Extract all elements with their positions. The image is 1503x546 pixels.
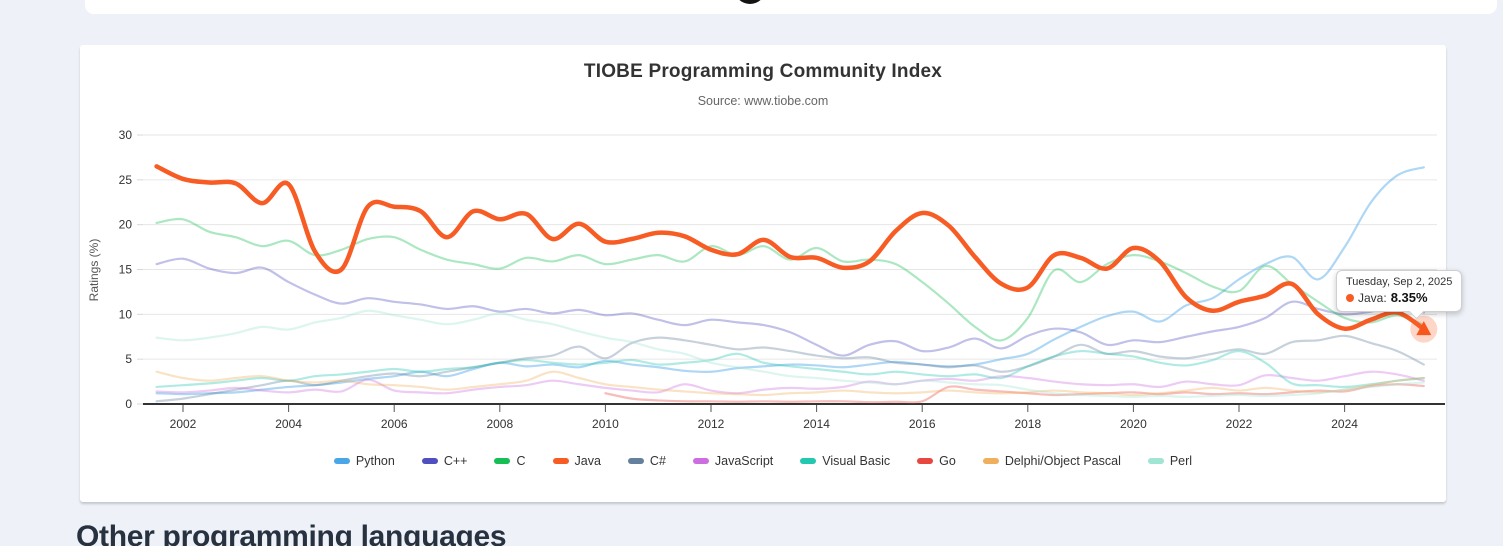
x-axis-tick-label: 2014 xyxy=(803,417,830,431)
chart-title: TIOBE Programming Community Index xyxy=(583,61,943,82)
legend-item-go[interactable]: Go xyxy=(917,454,956,468)
y-axis-tick-label: 0 xyxy=(125,397,132,411)
y-axis-tick-label: 10 xyxy=(119,307,133,321)
series-line-c[interactable] xyxy=(155,217,1425,342)
legend-item-delphi-object-pascal[interactable]: Delphi/Object Pascal xyxy=(982,454,1121,468)
y-axis-tick-label: 20 xyxy=(119,218,133,232)
legend-swatch-icon xyxy=(333,458,350,464)
tooltip-date: Tuesday, Sep 2, 2025 xyxy=(1346,276,1453,288)
legend-label: C++ xyxy=(443,454,468,468)
x-axis-tick-label: 2008 xyxy=(486,417,513,431)
y-axis-tick-label: 15 xyxy=(119,263,133,277)
legend-label: C xyxy=(516,454,526,468)
legend-swatch-icon xyxy=(982,458,999,464)
java-point-marker[interactable] xyxy=(1416,321,1432,336)
x-axis-tick-label: 2002 xyxy=(170,417,197,431)
x-axis-tick-label: 2010 xyxy=(592,417,619,431)
top-partial-card xyxy=(85,0,1497,14)
y-axis-tick-label: 25 xyxy=(119,173,133,187)
chart-card: 0 5 10 15 20 25 30 2002 2004 2006 2008 2010 2012 2014… xyxy=(80,45,1463,502)
x-axis-tick-label: 2024 xyxy=(1331,417,1358,431)
x-axis-tick-label: 2006 xyxy=(381,417,408,431)
legend-swatch-icon xyxy=(800,458,817,464)
legend-label: C# xyxy=(649,454,666,468)
y-axis-tick-label: 30 xyxy=(119,128,133,142)
top-logo-circle-icon xyxy=(734,0,766,4)
series-line-javascript[interactable] xyxy=(155,370,1425,395)
legend-item-c[interactable]: C# xyxy=(627,454,666,468)
series-line-c[interactable] xyxy=(155,334,1425,403)
legend-item-java[interactable]: Java xyxy=(552,454,601,468)
legend-label: Python xyxy=(355,454,395,468)
legend-swatch-icon xyxy=(1147,458,1164,464)
series-line-perl[interactable] xyxy=(155,309,1425,398)
legend-item-python[interactable]: Python xyxy=(333,454,395,468)
chart-plot-area: 0 5 10 15 20 25 30 2002 2004 2006 2008 2010 2012 2014… xyxy=(119,128,1445,431)
series-line-java[interactable] xyxy=(154,164,1427,332)
x-axis-tick-label: 2020 xyxy=(1120,417,1147,431)
x-axis-tick-label: 2022 xyxy=(1226,417,1253,431)
chart-subtitle: Source: www.tiobe.com xyxy=(697,94,829,108)
tooltip-series-row: Java: 8.35% xyxy=(1346,290,1452,305)
series-line-go[interactable] xyxy=(604,383,1425,404)
legend-swatch-icon xyxy=(692,458,709,464)
other-languages-heading: Other programming languages xyxy=(76,520,507,546)
legend-label: Perl xyxy=(1169,454,1193,468)
legend-swatch-icon xyxy=(552,458,569,464)
x-axis-tick-label: 2004 xyxy=(275,417,302,431)
legend-label: Java xyxy=(574,454,601,468)
legend-swatch-icon xyxy=(421,458,438,464)
legend-item-perl[interactable]: Perl xyxy=(1147,454,1193,468)
chart-tooltip: Tuesday, Sep 2, 2025 Java: 8.35% xyxy=(1336,270,1463,312)
legend-item-javascript[interactable]: JavaScript xyxy=(692,454,774,468)
series-line-c[interactable] xyxy=(155,257,1425,357)
legend-item-visual-basic[interactable]: Visual Basic xyxy=(800,454,890,468)
y-axis-tick-label: 5 xyxy=(125,352,132,366)
legend-item-c[interactable]: C xyxy=(494,454,526,468)
java-series-dot-icon xyxy=(1346,293,1354,302)
y-axis-title: Ratings (%) xyxy=(87,238,101,302)
series-line-delphi-object-pascal[interactable] xyxy=(155,370,1425,397)
legend-label: JavaScript xyxy=(714,454,774,468)
x-axis-tick-label: 2012 xyxy=(698,417,725,431)
tooltip-value: 8.35% xyxy=(1390,290,1428,305)
series-line-visual-basic[interactable] xyxy=(155,349,1425,389)
legend-swatch-icon xyxy=(917,458,934,464)
legend-item-c[interactable]: C++ xyxy=(421,454,468,468)
chart-legend: Python C++ C Java C# JavaScript Visual Basic Go… xyxy=(80,454,1446,468)
legend-label: Go xyxy=(939,454,956,468)
x-axis-tick-label: 2018 xyxy=(1014,417,1041,431)
legend-label: Delphi/Object Pascal xyxy=(1004,454,1121,468)
x-axis-tick-label: 2016 xyxy=(909,417,936,431)
legend-swatch-icon xyxy=(627,458,644,464)
series-line-python[interactable] xyxy=(155,166,1425,396)
tooltip-series-label: Java: xyxy=(1358,290,1387,305)
legend-swatch-icon xyxy=(494,458,511,464)
legend-label: Visual Basic xyxy=(822,454,891,468)
